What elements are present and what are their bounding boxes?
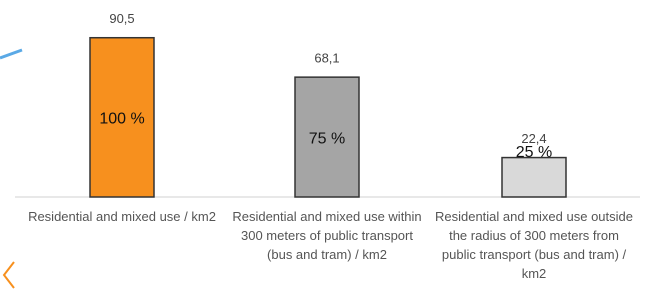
category-label: Residential and mixed use outside the ra… — [434, 207, 634, 283]
bar-label: 25 % — [516, 144, 552, 161]
category-label: Residential and mixed use within 300 met… — [227, 207, 427, 264]
bar-label: 100 % — [99, 111, 144, 128]
category-label: Residential and mixed use / km2 — [22, 207, 222, 226]
bar — [502, 158, 566, 197]
decoration — [4, 262, 14, 288]
bar-label: 75 % — [309, 130, 345, 147]
value-label: 68,1 — [314, 51, 339, 66]
value-label: 90,5 — [109, 11, 134, 26]
decoration — [0, 50, 22, 58]
page: 90,5100 %68,175 %22,425 % Residential an… — [0, 0, 649, 291]
